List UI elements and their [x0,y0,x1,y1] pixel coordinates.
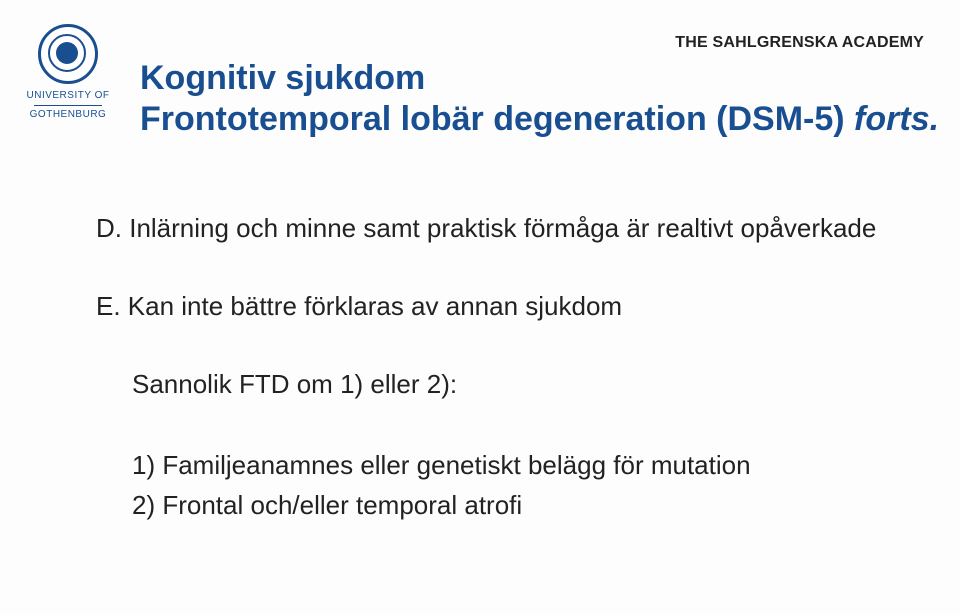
slide-title: Kognitiv sjukdom Frontotemporal lobär de… [140,58,939,140]
logo-line-1: UNIVERSITY OF [26,90,110,102]
university-logo: UNIVERSITY OF GOTHENBURG [26,24,110,120]
logo-divider [34,105,102,106]
slide-body: D. Inlärning och minne samt praktisk för… [96,212,896,529]
title-line-2-forts: forts. [854,100,939,138]
sannolik-item-1: 1) Familjeanamnes eller genetiskt belägg… [132,449,896,483]
academy-header: THE SAHLGRENSKA ACADEMY [675,34,924,52]
sannolik-item-2: 2) Frontal och/eller temporal atrofi [132,489,896,523]
university-logo-text: UNIVERSITY OF GOTHENBURG [26,90,110,120]
sannolik-intro: Sannolik FTD om 1) eller 2): [132,368,896,402]
seal-core [56,42,78,64]
criterion-e: E. Kan inte bättre förklaras av annan sj… [96,290,896,324]
criterion-d: D. Inlärning och minne samt praktisk för… [96,212,896,246]
title-line-2: Frontotemporal lobär degeneration (DSM-5… [140,99,939,140]
logo-line-2: GOTHENBURG [26,109,110,121]
title-line-1: Kognitiv sjukdom [140,59,425,97]
slide: UNIVERSITY OF GOTHENBURG THE SAHLGRENSKA… [0,0,960,615]
university-seal-icon [38,24,98,84]
title-line-2-main: Frontotemporal lobär degeneration (DSM-5… [140,100,854,138]
